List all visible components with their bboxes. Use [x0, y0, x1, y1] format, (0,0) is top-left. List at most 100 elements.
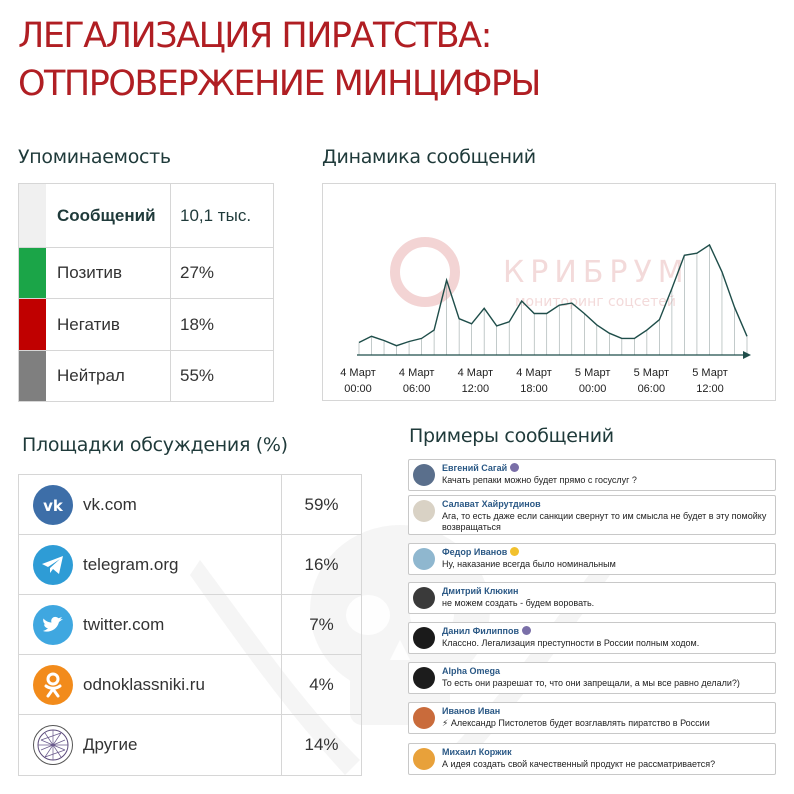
platform-name: twitter.com	[83, 615, 165, 634]
x-tick-day: 4 Март	[340, 367, 376, 379]
message-author[interactable]: Евгений Сагай	[442, 463, 520, 473]
watermark-tagline: мониторинг соцсетей	[515, 294, 676, 310]
x-tick-day: 4 Март	[399, 367, 435, 379]
message-author[interactable]: Михаил Коржик	[442, 747, 512, 757]
x-tick-time: 06:00	[638, 383, 666, 395]
message-author[interactable]: Дмитрий Клюкин	[442, 586, 519, 596]
platform-share: 59%	[281, 475, 361, 535]
avatar	[413, 667, 435, 689]
message-text: То есть они разрешат то, что они запреща…	[442, 678, 740, 688]
platform-name: vk.com	[83, 495, 137, 514]
page-title-line2: ОТПРОВЕРЖЕНИЕ МИНЦИФРЫ	[18, 64, 541, 104]
mentions-row-positive: Позитив 27%	[19, 248, 273, 299]
x-tick-time: 18:00	[520, 383, 548, 395]
x-tick-day: 4 Март	[458, 367, 494, 379]
network-icon	[33, 725, 73, 765]
dynamics-chart: КРИБРУМ мониторинг соцсетей 4 Март 00:00 4…	[322, 183, 776, 401]
positive-label: Позитив	[57, 263, 123, 282]
platform-name: telegram.org	[83, 555, 179, 574]
x-tick-day: 5 Март	[692, 367, 728, 379]
platform-row-others: Другие 14%	[19, 715, 361, 775]
message-card[interactable]: Салават Хайрутдинов Ага, то есть даже ес…	[408, 495, 776, 535]
platform-row-vk: vk vk.com 59%	[19, 475, 361, 535]
mentions-row-negative: Негатив 18%	[19, 299, 273, 351]
message-card[interactable]: Alpha Omega То есть они разрешат то, что…	[408, 662, 776, 694]
x-axis-arrow-icon	[743, 351, 751, 359]
page-title-line1: ЛЕГАЛИЗАЦИЯ ПИРАТСТВА:	[18, 16, 492, 56]
neutral-label: Нейтрал	[57, 366, 125, 385]
positive-swatch	[19, 248, 46, 298]
message-text: Классно. Легализация преступности в Росс…	[442, 638, 700, 648]
message-author[interactable]: Alpha Omega	[442, 666, 501, 676]
mentions-row-neutral: Нейтрал 55%	[19, 351, 273, 401]
message-text: ⚡ Александр Пистолетов будет возглавлять…	[442, 718, 710, 728]
svg-text:vk: vk	[43, 497, 64, 513]
x-tick-day: 4 Март	[516, 367, 552, 379]
platforms-table: vk vk.com 59% telegram.org 16% twitter.c…	[18, 474, 362, 776]
message-card[interactable]: Евгений Сагай Качать репаки можно будет …	[408, 459, 776, 491]
platform-name: odnoklassniki.ru	[83, 675, 205, 694]
platforms-title: Площадки обсуждения (%)	[22, 434, 288, 456]
dynamics-series-line	[358, 243, 748, 347]
platform-share: 4%	[281, 655, 361, 715]
avatar	[413, 548, 435, 570]
mentions-title: Упоминаемость	[18, 146, 171, 168]
mentions-header-row: Сообщений 10,1 тыс.	[19, 184, 273, 248]
smiley-badge-icon	[510, 547, 520, 556]
negative-value: 18%	[170, 299, 273, 350]
neutral-swatch	[19, 351, 46, 401]
platform-share: 7%	[281, 595, 361, 655]
message-card[interactable]: Данил Филиппов Классно. Легализация прес…	[408, 622, 776, 654]
platform-row-twitter: twitter.com 7%	[19, 595, 361, 655]
avatar	[413, 500, 435, 522]
header-swatch	[19, 184, 46, 247]
verified-badge-icon	[510, 463, 520, 472]
positive-value: 27%	[170, 248, 273, 298]
message-author[interactable]: Иванов Иван	[442, 706, 501, 716]
message-author[interactable]: Федор Иванов	[442, 547, 520, 557]
avatar	[413, 707, 435, 729]
verified-badge-icon	[521, 626, 531, 635]
avatar	[413, 587, 435, 609]
negative-label: Негатив	[57, 314, 120, 334]
message-author[interactable]: Салават Хайрутдинов	[442, 499, 541, 509]
messages-count: 10,1 тыс.	[170, 184, 273, 247]
platform-row-odnoklassniki: odnoklassniki.ru 4%	[19, 655, 361, 715]
platform-row-telegram: telegram.org 16%	[19, 535, 361, 595]
message-text: А идея создать свой качественный продукт…	[442, 759, 716, 769]
watermark-brand: КРИБРУМ	[503, 255, 690, 290]
message-card[interactable]: Михаил Коржик А идея создать свой качест…	[408, 743, 776, 775]
x-tick-time: 06:00	[403, 383, 431, 395]
message-author[interactable]: Данил Филиппов	[442, 626, 531, 636]
x-tick-day: 5 Март	[575, 367, 611, 379]
messages-label: Сообщений	[57, 205, 156, 225]
kribrum-watermark: КРИБРУМ мониторинг соцсетей	[390, 237, 690, 310]
platform-share: 16%	[281, 535, 361, 595]
message-card[interactable]: Иванов Иван ⚡ Александр Пистолетов будет…	[408, 702, 776, 734]
avatar	[413, 627, 435, 649]
x-tick-time: 00:00	[344, 383, 372, 395]
message-text: не можем создать - будем воровать.	[442, 598, 595, 608]
x-tick-day: 5 Март	[634, 367, 670, 379]
vk-icon: vk	[33, 485, 73, 525]
message-text: Ага, то есть даже если санкции свернут т…	[442, 511, 767, 532]
avatar	[413, 464, 435, 486]
message-text: Ну, наказание всегда было номинальным	[442, 559, 616, 569]
message-card[interactable]: Федор Иванов Ну, наказание всегда было н…	[408, 543, 776, 575]
twitter-icon	[33, 605, 73, 645]
x-tick-time: 12:00	[462, 383, 490, 395]
platform-share: 14%	[281, 715, 361, 775]
message-card[interactable]: Дмитрий Клюкин не можем создать - будем …	[408, 582, 776, 614]
odnoklassniki-icon	[33, 665, 73, 705]
negative-swatch	[19, 299, 46, 350]
mentions-table: Сообщений 10,1 тыс. Позитив 27% Негатив …	[18, 183, 274, 402]
page-title: ЛЕГАЛИЗАЦИЯ ПИРАТСТВА: ОТПРОВЕРЖЕНИЕ МИН…	[18, 12, 778, 108]
telegram-icon	[33, 545, 73, 585]
kribrum-logo-icon	[390, 237, 460, 307]
dynamics-title: Динамика сообщений	[322, 146, 536, 168]
neutral-value: 55%	[170, 351, 273, 401]
message-text: Качать репаки можно будет прямо с госусл…	[442, 475, 637, 485]
dynamics-chart-svg: КРИБРУМ мониторинг соцсетей 4 Март 00:00 4…	[340, 237, 751, 395]
avatar	[413, 748, 435, 770]
x-tick-time: 12:00	[696, 383, 724, 395]
